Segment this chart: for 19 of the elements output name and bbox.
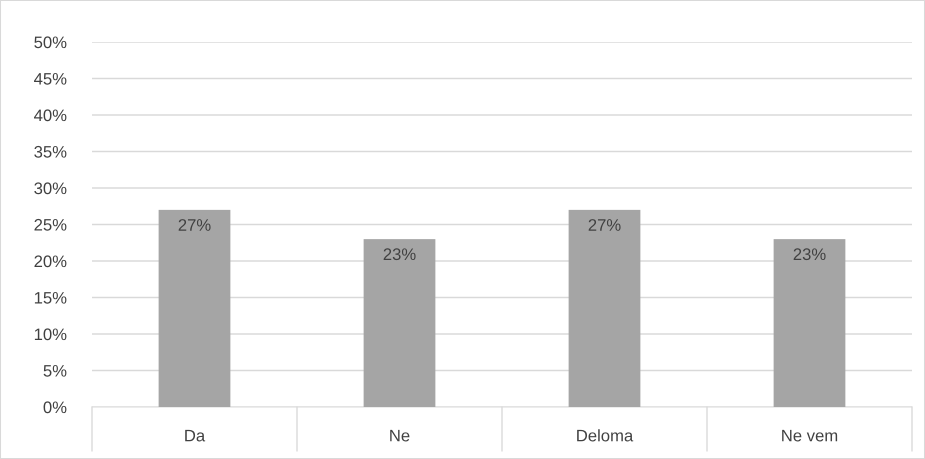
y-tick-label: 5% [44, 364, 66, 377]
y-tick-label: 25% [34, 218, 66, 231]
data-label: 27% [588, 219, 621, 231]
y-tick-label: 15% [34, 292, 66, 304]
y-tick-label: 20% [34, 255, 66, 268]
x-tick-label: Da [185, 430, 206, 442]
x-tick-label: Deloma [577, 429, 634, 442]
x-tick-label: Ne vem [782, 430, 838, 442]
y-tick-label: 35% [34, 146, 66, 158]
x-tick-label: Ne [390, 430, 410, 442]
y-tick-label: 30% [34, 182, 66, 194]
y-tick-label: 40% [34, 109, 66, 122]
y-tick-label: 10% [34, 328, 66, 340]
data-label: 23% [794, 248, 826, 260]
y-tick-label: 50% [34, 36, 66, 48]
data-label: 27% [178, 219, 211, 231]
data-label: 23% [384, 248, 416, 260]
y-tick-label: 45% [34, 72, 66, 85]
y-tick-label: 0% [44, 401, 66, 414]
